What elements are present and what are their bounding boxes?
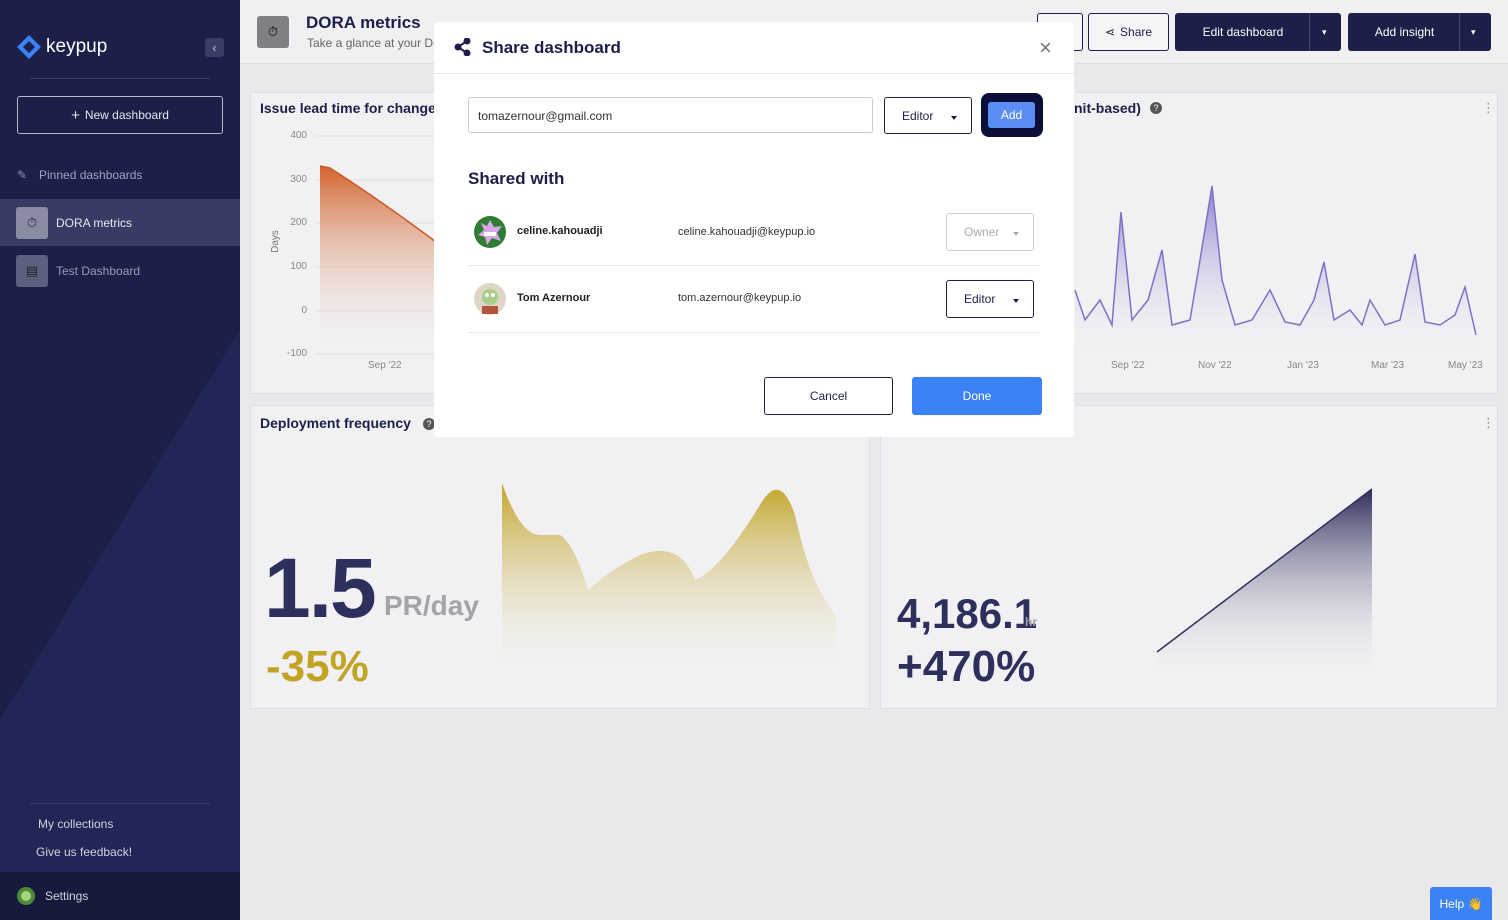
email-input[interactable]: tomazernour@gmail.com [468, 97, 873, 133]
settings-link[interactable]: Settings [45, 889, 89, 903]
dashboard-icon: ⏱ [16, 207, 48, 239]
edit-dashboard-button[interactable]: Edit dashboard ▾ [1175, 13, 1341, 51]
user-name: Tom Azernour [517, 292, 591, 304]
user-email: celine.kahouadji@keypup.io [678, 226, 816, 238]
user-name: celine.kahouadji [517, 225, 603, 237]
card-title: Deployment frequency [260, 415, 411, 431]
share-button[interactable]: ⋖ Share [1088, 13, 1169, 51]
logo-icon [17, 35, 41, 59]
card-menu[interactable]: ⋮ [1482, 100, 1495, 115]
modal-title: Share dashboard [482, 38, 621, 57]
add-button[interactable]: Add [988, 102, 1035, 128]
user-email: tom.azernour@keypup.io [678, 292, 802, 304]
y-tick-label: 200 [290, 217, 307, 228]
pin-icon: ✎ [17, 168, 28, 182]
label: Share [1120, 25, 1153, 39]
divider [30, 803, 210, 804]
divider [30, 78, 210, 79]
metric-unit: PR/day [384, 590, 479, 621]
metric-change: +470% [897, 642, 1036, 691]
x-tick-label: May '23 [1448, 360, 1483, 371]
y-tick-label: 0 [301, 305, 307, 316]
metric-change: -35% [266, 642, 369, 691]
label: Editor [902, 108, 934, 123]
role-select[interactable]: Editor [884, 97, 972, 134]
close-button[interactable]: × [1039, 35, 1052, 60]
my-collections[interactable]: My collections [38, 817, 114, 831]
done-button[interactable]: Done [912, 377, 1042, 415]
y-tick-label: 100 [290, 261, 307, 272]
help-icon[interactable]: ? [1150, 102, 1162, 114]
x-tick-label: Nov '22 [1198, 360, 1232, 371]
divider [468, 332, 1040, 333]
x-tick-label: Sep '22 [1111, 360, 1145, 371]
card-title: Issue lead time for changes [260, 100, 444, 116]
divider [434, 73, 1074, 74]
label: Editor [964, 292, 996, 306]
avatar [474, 283, 506, 315]
y-axis-label: Days [269, 230, 281, 253]
help-button[interactable]: Help 👋 [1430, 887, 1492, 920]
label: Add insight [1374, 25, 1435, 39]
pinned-label: Pinned dashboards [39, 168, 143, 182]
y-tick-label: -100 [286, 348, 307, 359]
card-menu[interactable]: ⋮ [1482, 415, 1495, 430]
header-title: DORA metrics [306, 13, 421, 32]
metric-unit: hr [1025, 615, 1037, 629]
role-select[interactable]: Editor [946, 280, 1034, 318]
header-subtitle: Take a glance at your De [307, 36, 440, 50]
settings-avatar [17, 887, 35, 905]
dashboard-name[interactable]: Test Dashboard [56, 264, 141, 278]
x-tick-label: Mar '23 [1371, 360, 1405, 371]
add-insight-button[interactable]: Add insight ▾ [1348, 13, 1491, 51]
label: Edit dashboard [1202, 25, 1284, 39]
y-tick-label: 400 [290, 130, 307, 141]
cancel-button[interactable]: Cancel [764, 377, 893, 415]
dashboard-icon: ▤ [16, 255, 48, 287]
card-title: nit-based) [1074, 100, 1141, 116]
label: Owner [964, 225, 1000, 239]
share-modal: Share dashboard × tomazernour@gmail.com … [434, 22, 1074, 437]
metric-value: 1.5 [264, 541, 377, 635]
metric-value: 4,186.1 [897, 590, 1038, 637]
help-icon[interactable]: ? [423, 418, 435, 430]
feedback-link[interactable]: Give us feedback! [36, 845, 133, 859]
x-tick-label: Jan '23 [1287, 360, 1319, 371]
avatar [474, 216, 506, 248]
divider [468, 265, 1040, 266]
shared-with-label: Shared with [468, 169, 565, 188]
dashboard-name[interactable]: DORA metrics [56, 216, 133, 230]
new-dashboard-button[interactable]: + New dashboard [17, 96, 223, 134]
share-icon [454, 38, 471, 56]
sidebar-decor [0, 330, 240, 920]
header-icon: ⏱ [257, 16, 289, 48]
role-select-disabled: Owner [946, 213, 1034, 251]
x-tick-label: Sep '22 [368, 360, 402, 371]
sidebar: keypup ‹ + New dashboard ✎ Pinned dashboa… [0, 0, 240, 920]
logo: keypup [46, 36, 108, 57]
collapse-button[interactable]: ‹ [205, 38, 224, 57]
y-tick-label: 300 [290, 174, 307, 185]
label: New dashboard [84, 108, 169, 122]
